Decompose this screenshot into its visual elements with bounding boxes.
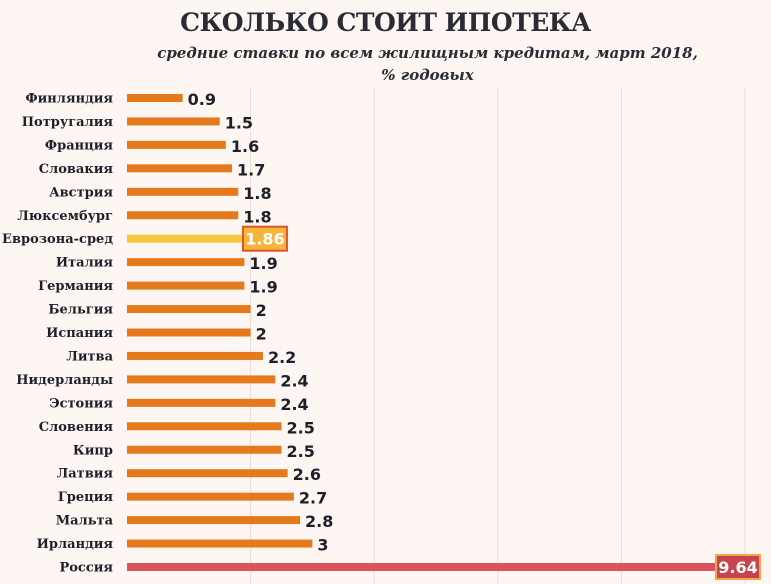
category-label: Еврозона-сред bbox=[2, 232, 113, 247]
bar bbox=[127, 258, 245, 267]
chart-subtitle-line-1: средние ставки по всем жилищным кредитам… bbox=[157, 44, 698, 62]
bar bbox=[127, 211, 239, 220]
bar bbox=[127, 94, 183, 102]
value-label: 1.5 bbox=[225, 113, 253, 132]
bar bbox=[127, 281, 245, 290]
bar bbox=[127, 539, 313, 548]
chart-subtitle-line-2: % годовых bbox=[381, 66, 474, 84]
value-label-box bbox=[241, 225, 288, 252]
value-label: 2.2 bbox=[268, 348, 296, 367]
bar bbox=[127, 164, 233, 173]
value-label: 2.4 bbox=[280, 395, 308, 414]
bar bbox=[127, 445, 282, 454]
category-label: Италия bbox=[56, 256, 114, 271]
category-label: Нидерланды bbox=[16, 373, 113, 388]
bar bbox=[127, 398, 276, 407]
bar bbox=[127, 117, 220, 126]
value-label: 2.5 bbox=[287, 418, 315, 437]
category-label: Германия bbox=[38, 279, 113, 294]
value-label: 1.86 bbox=[245, 230, 284, 249]
bar bbox=[127, 422, 282, 431]
category-label: Испания bbox=[46, 326, 113, 341]
category-label: Кипр bbox=[73, 443, 113, 458]
bar bbox=[127, 492, 294, 501]
bar bbox=[127, 516, 301, 525]
value-label: 2.7 bbox=[299, 489, 327, 508]
value-label: 2.8 bbox=[305, 512, 333, 531]
value-label: 2.4 bbox=[280, 371, 308, 390]
category-label: Литва bbox=[66, 349, 113, 364]
value-label-box bbox=[715, 554, 761, 580]
bar bbox=[127, 140, 226, 149]
category-label: Ирландия bbox=[37, 537, 114, 552]
value-label: 1.9 bbox=[249, 254, 277, 273]
category-label: Россия bbox=[59, 561, 113, 576]
value-label: 1.8 bbox=[243, 207, 271, 226]
value-label: 1.9 bbox=[249, 278, 277, 297]
category-label: Финляндия bbox=[25, 92, 113, 107]
value-label: 2.6 bbox=[293, 465, 321, 484]
category-label: Бельгия bbox=[48, 303, 113, 318]
value-label: 1.6 bbox=[231, 137, 259, 156]
category-label: Мальта bbox=[56, 514, 114, 529]
value-label: 2 bbox=[256, 301, 267, 320]
bar bbox=[127, 328, 251, 337]
bar bbox=[127, 351, 263, 360]
category-label: Словакия bbox=[39, 162, 114, 177]
value-label: 9.64 bbox=[718, 558, 757, 577]
bar bbox=[127, 469, 288, 478]
value-label: 2.5 bbox=[287, 442, 315, 461]
value-label: 1.7 bbox=[237, 160, 265, 179]
chart-subtitle: средние ставки по всем жилищным кредитам… bbox=[140, 42, 715, 86]
value-label: 2 bbox=[256, 325, 267, 344]
value-label: 1.8 bbox=[243, 184, 271, 203]
category-label: Словения bbox=[39, 420, 114, 435]
chart-title: СКОЛЬКО СТОИТ ИПОТЕКА bbox=[180, 8, 591, 37]
bar bbox=[127, 375, 276, 384]
category-label: Австрия bbox=[49, 185, 113, 200]
category-label: Эстония bbox=[49, 396, 113, 411]
category-label: Греция bbox=[58, 490, 114, 505]
value-label: 3 bbox=[317, 536, 328, 555]
category-label: Люксембург bbox=[17, 209, 113, 224]
bar bbox=[127, 187, 239, 196]
bar bbox=[127, 234, 242, 243]
category-label: Франция bbox=[45, 138, 114, 153]
bar bbox=[127, 305, 251, 314]
bar bbox=[127, 563, 716, 571]
category-label: Потругалия bbox=[22, 115, 114, 130]
category-label: Латвия bbox=[57, 467, 114, 482]
value-label: 0.9 bbox=[188, 90, 216, 109]
